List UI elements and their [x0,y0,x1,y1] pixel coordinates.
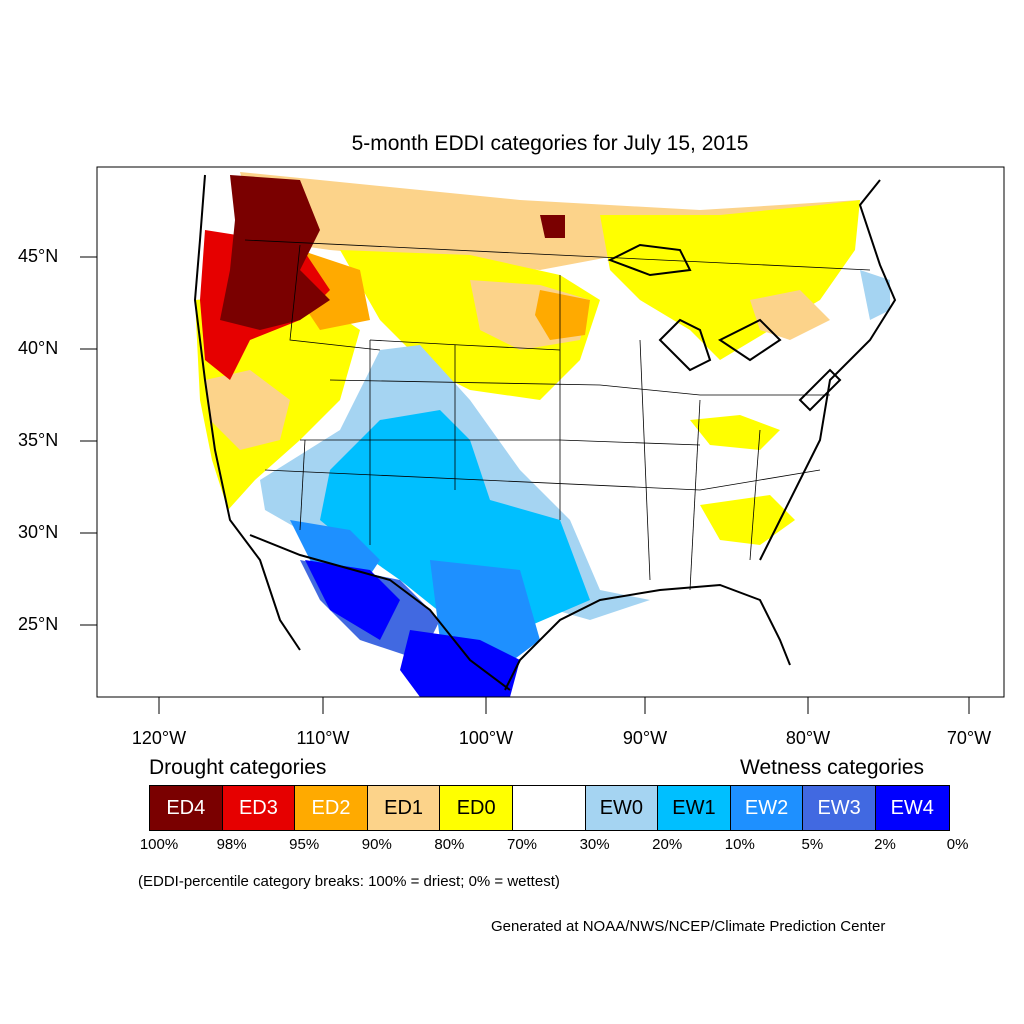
region-ed4-northwest [220,175,330,330]
lat-label-25: 25°N [18,614,59,634]
category-shading [193,172,897,697]
drought-heading: Drought categories [149,756,327,779]
lat-label-30: 30°N [18,522,59,542]
legend-cell-ed3: ED3 [222,786,296,830]
legend-cell-ew3: EW3 [803,786,876,830]
category-note: (EDDI-percentile category breaks: 100% =… [138,873,560,890]
legend-cell-ed1: ED1 [367,786,441,830]
legend-break: 95% [289,836,320,853]
lon-label-90w: 90°W [622,728,668,748]
region-ew4-rio-grande [400,630,520,697]
legend-cell-ew2: EW2 [730,786,804,830]
legend-break: 30% [579,836,610,853]
legend-break: 80% [434,836,465,853]
legend-cell-neutral [512,786,586,830]
legend-break: 90% [361,836,392,853]
lon-label-100w: 100°W [458,728,514,748]
legend-break: 2% [874,836,896,853]
legend-break: 100% [139,836,179,853]
credit-line: Generated at NOAA/NWS/NCEP/Climate Predi… [491,918,886,935]
region-ed2-minnesota [535,290,590,340]
region-ew4-mexico-west [305,560,400,640]
legend-cell-ed2: ED2 [295,786,368,830]
region-ed4-lake-superior [540,215,565,238]
lon-label-70w: 70°W [946,728,992,748]
map-title: 5-month EDDI categories for July 15, 201… [351,132,749,155]
legend-cell-ew0: EW0 [585,786,659,830]
lon-label-80w: 80°W [785,728,831,748]
region-ed0-southeast [700,495,795,545]
wetness-heading: Wetness categories [740,756,925,779]
legend-break: 20% [652,836,683,853]
axis-ticks [80,256,970,714]
region-ew1-rockies [320,410,590,630]
region-ed0-ohio [690,415,780,450]
lon-label-120w: 120°W [131,728,187,748]
lat-label-40: 40°N [18,338,59,358]
legend-cell-ew4: EW4 [875,786,949,830]
lat-label-35: 35°N [18,430,59,450]
region-ed1-northeast [750,290,830,340]
legend-break: 0% [946,836,969,853]
region-ed0-lakes [600,200,860,360]
lon-label-110w: 110°W [296,728,350,748]
state-boundaries [244,239,871,591]
legend-break: 70% [506,836,538,853]
legend-break: 5% [801,836,824,853]
region-ed1-pacific [205,370,290,450]
coastlines-borders [193,174,897,691]
legend-cell-ew1: EW1 [658,786,731,830]
category-legend: ED4 ED3 ED2 ED1 ED0 EW0 EW1 EW2 EW3 EW4 [149,785,950,831]
legend-break: 98% [216,836,247,853]
legend-cell-ed0: ED0 [440,786,513,830]
legend-break: 10% [724,836,755,853]
map-frame [96,166,1005,698]
region-ew0-maine [860,270,890,320]
region-ed2-northwest [300,250,370,330]
legend-cell-ed4: ED4 [150,786,223,830]
lat-label-45: 45°N [18,246,59,266]
